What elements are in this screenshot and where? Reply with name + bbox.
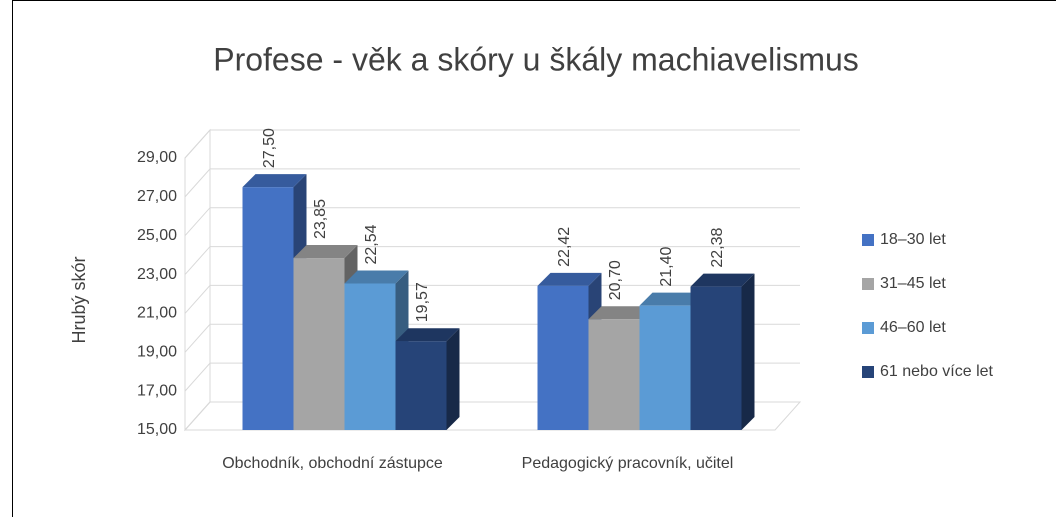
legend-swatch bbox=[862, 322, 874, 334]
data-label: 19,57 bbox=[414, 282, 431, 322]
grid-line bbox=[184, 129, 800, 159]
bar bbox=[395, 341, 447, 430]
bar-top bbox=[395, 328, 460, 342]
y-tick-label: 17,00 bbox=[137, 382, 177, 399]
bar-top bbox=[242, 174, 307, 188]
legend-label: 18–30 let bbox=[880, 231, 946, 248]
bar-top bbox=[293, 245, 358, 259]
bar-top bbox=[639, 292, 704, 306]
bar-top bbox=[344, 270, 409, 284]
y-axis-title: Hrubý skór bbox=[69, 256, 89, 343]
legend-swatch bbox=[862, 278, 874, 290]
bar-top bbox=[588, 306, 653, 320]
bar-side bbox=[741, 273, 755, 430]
y-tick-label: 29,00 bbox=[137, 149, 177, 166]
grid-line bbox=[184, 284, 800, 314]
bar bbox=[537, 285, 589, 430]
bar bbox=[639, 305, 691, 430]
data-label: 22,54 bbox=[363, 224, 380, 264]
x-tick-label: Obchodník, obchodní zástupce bbox=[222, 455, 443, 472]
x-tick-label: Pedagogický pracovník, učitel bbox=[521, 455, 734, 472]
bar bbox=[293, 258, 345, 430]
bar bbox=[242, 187, 294, 430]
y-tick-label: 15,00 bbox=[137, 421, 177, 438]
legend-label: 61 nebo více let bbox=[880, 363, 994, 380]
bar-top bbox=[537, 272, 602, 286]
y-tick-label: 19,00 bbox=[137, 344, 177, 361]
data-label: 21,40 bbox=[658, 247, 675, 287]
legend-label: 31–45 let bbox=[880, 275, 946, 292]
y-tick-label: 25,00 bbox=[137, 227, 177, 244]
grid-line bbox=[184, 246, 800, 275]
y-tick-label: 27,00 bbox=[137, 188, 177, 205]
legend-label: 46–60 let bbox=[880, 319, 946, 336]
data-label: 23,85 bbox=[312, 199, 329, 239]
bar-top bbox=[690, 273, 755, 287]
chart-title: Profese - věk a skóry u škály machiaveli… bbox=[213, 41, 859, 77]
data-label: 22,42 bbox=[556, 227, 573, 267]
y-tick-label: 23,00 bbox=[137, 266, 177, 283]
bar-side bbox=[446, 328, 460, 430]
frame bbox=[12, 0, 1056, 517]
data-label: 27,50 bbox=[261, 128, 278, 168]
bar bbox=[588, 319, 640, 430]
y-tick-label: 21,00 bbox=[137, 305, 177, 322]
data-label: 22,38 bbox=[709, 227, 726, 267]
bar bbox=[690, 286, 742, 430]
legend-swatch bbox=[862, 366, 874, 378]
grid-line bbox=[184, 207, 800, 237]
legend-swatch bbox=[862, 234, 874, 246]
bar bbox=[344, 283, 396, 430]
data-label: 20,70 bbox=[607, 260, 624, 300]
grid-line bbox=[184, 168, 800, 198]
